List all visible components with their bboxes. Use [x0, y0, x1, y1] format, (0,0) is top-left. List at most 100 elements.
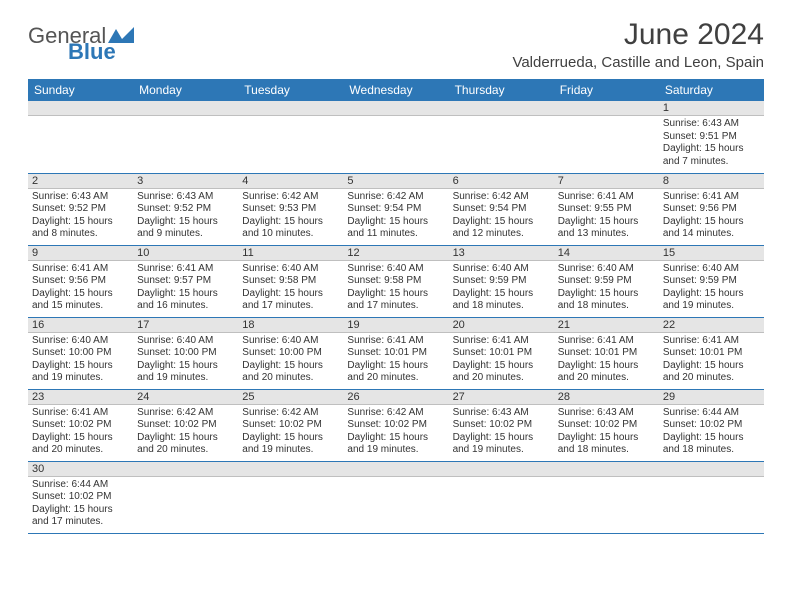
weekday-header: Friday [554, 79, 659, 101]
sunset-text: Sunset: 10:02 PM [453, 419, 550, 432]
calendar-cell: 28Sunrise: 6:43 AMSunset: 10:02 PMDaylig… [554, 389, 659, 461]
calendar-cell: 14Sunrise: 6:40 AMSunset: 9:59 PMDayligh… [554, 245, 659, 317]
day-number: 10 [133, 246, 238, 261]
day-details: Sunrise: 6:40 AMSunset: 10:00 PMDaylight… [28, 333, 133, 387]
calendar-cell: 18Sunrise: 6:40 AMSunset: 10:00 PMDaylig… [238, 317, 343, 389]
calendar-cell [238, 101, 343, 173]
calendar: Sunday Monday Tuesday Wednesday Thursday… [28, 79, 764, 534]
day-details [659, 477, 764, 481]
day-number: 16 [28, 318, 133, 333]
daylight-text: Daylight: 15 hours and 20 minutes. [558, 360, 655, 385]
day-details [133, 116, 238, 120]
daylight-text: Daylight: 15 hours and 14 minutes. [663, 216, 760, 241]
sunset-text: Sunset: 10:02 PM [663, 419, 760, 432]
sunset-text: Sunset: 10:01 PM [558, 347, 655, 360]
sunset-text: Sunset: 9:59 PM [453, 275, 550, 288]
sunrise-text: Sunrise: 6:44 AM [32, 479, 129, 492]
day-number: 17 [133, 318, 238, 333]
calendar-cell: 29 Sunrise: 6:44 AMSunset: 10:02 PMDaylig… [659, 389, 764, 461]
day-details [238, 116, 343, 120]
calendar-cell [133, 461, 238, 533]
daylight-text: Daylight: 15 hours and 17 minutes. [32, 504, 129, 529]
sunset-text: Sunset: 9:56 PM [663, 203, 760, 216]
sunset-text: Sunset: 10:01 PM [453, 347, 550, 360]
sunset-text: Sunset: 9:56 PM [32, 275, 129, 288]
calendar-cell: 7Sunrise: 6:41 AMSunset: 9:55 PMDaylight… [554, 173, 659, 245]
calendar-cell: 22Sunrise: 6:41 AMSunset: 10:01 PMDaylig… [659, 317, 764, 389]
daylight-text: Daylight: 15 hours and 20 minutes. [453, 360, 550, 385]
weekday-header: Sunday [28, 79, 133, 101]
daylight-text: Daylight: 15 hours and 20 minutes. [32, 432, 129, 457]
day-details: Sunrise: 6:42 AMSunset: 10:02 PMDaylight… [343, 405, 448, 459]
weekday-header: Saturday [659, 79, 764, 101]
calendar-cell [133, 101, 238, 173]
calendar-cell: 13Sunrise: 6:40 AMSunset: 9:59 PMDayligh… [449, 245, 554, 317]
sunrise-text: Sunrise: 6:40 AM [453, 263, 550, 276]
sunrise-text: Sunrise: 6:41 AM [32, 263, 129, 276]
calendar-cell [554, 101, 659, 173]
day-number: 18 [238, 318, 343, 333]
daylight-text: Daylight: 15 hours and 17 minutes. [347, 288, 444, 313]
sunset-text: Sunset: 9:58 PM [242, 275, 339, 288]
sunset-text: Sunset: 10:02 PM [242, 419, 339, 432]
calendar-cell: 6Sunrise: 6:42 AMSunset: 9:54 PMDaylight… [449, 173, 554, 245]
daylight-text: Daylight: 15 hours and 20 minutes. [663, 360, 760, 385]
day-details: Sunrise: 6:43 AMSunset: 9:52 PMDaylight:… [28, 189, 133, 243]
sunrise-text: Sunrise: 6:41 AM [558, 335, 655, 348]
calendar-cell: 19Sunrise: 6:41 AMSunset: 10:01 PMDaylig… [343, 317, 448, 389]
day-number [449, 462, 554, 477]
day-number: 30 [28, 462, 133, 477]
sunset-text: Sunset: 10:00 PM [242, 347, 339, 360]
day-number: 6 [449, 174, 554, 189]
sunrise-text: Sunrise: 6:41 AM [32, 407, 129, 420]
sunrise-text: Sunrise: 6:41 AM [663, 191, 760, 204]
day-number: 21 [554, 318, 659, 333]
day-details: Sunrise: 6:42 AMSunset: 10:02 PMDaylight… [238, 405, 343, 459]
sunset-text: Sunset: 9:58 PM [347, 275, 444, 288]
sunrise-text: Sunrise: 6:41 AM [453, 335, 550, 348]
daylight-text: Daylight: 15 hours and 7 minutes. [663, 143, 760, 168]
sunrise-text: Sunrise: 6:44 AM [663, 407, 760, 420]
calendar-cell [449, 461, 554, 533]
calendar-body: 1Sunrise: 6:43 AMSunset: 9:51 PMDaylight… [28, 101, 764, 533]
day-number: 29 [659, 390, 764, 405]
sunrise-text: Sunrise: 6:42 AM [137, 407, 234, 420]
calendar-cell: 20Sunrise: 6:41 AMSunset: 10:01 PMDaylig… [449, 317, 554, 389]
day-number: 22 [659, 318, 764, 333]
daylight-text: Daylight: 15 hours and 19 minutes. [347, 432, 444, 457]
day-details: Sunrise: 6:41 AMSunset: 10:01 PMDaylight… [659, 333, 764, 387]
day-details: Sunrise: 6:40 AMSunset: 10:00 PMDaylight… [238, 333, 343, 387]
day-number: 23 [28, 390, 133, 405]
daylight-text: Daylight: 15 hours and 18 minutes. [663, 432, 760, 457]
calendar-cell [238, 461, 343, 533]
daylight-text: Daylight: 15 hours and 15 minutes. [32, 288, 129, 313]
day-number: 15 [659, 246, 764, 261]
calendar-cell: 9Sunrise: 6:41 AMSunset: 9:56 PMDaylight… [28, 245, 133, 317]
day-number: 24 [133, 390, 238, 405]
day-details: Sunrise: 6:42 AMSunset: 9:54 PMDaylight:… [343, 189, 448, 243]
day-details: Sunrise: 6:42 AMSunset: 9:53 PMDaylight:… [238, 189, 343, 243]
sunset-text: Sunset: 10:00 PM [32, 347, 129, 360]
calendar-cell: 26Sunrise: 6:42 AMSunset: 10:02 PMDaylig… [343, 389, 448, 461]
calendar-cell: 5Sunrise: 6:42 AMSunset: 9:54 PMDaylight… [343, 173, 448, 245]
daylight-text: Daylight: 15 hours and 13 minutes. [558, 216, 655, 241]
day-number [554, 462, 659, 477]
sunset-text: Sunset: 10:02 PM [32, 491, 129, 504]
day-details: Sunrise: 6:42 AMSunset: 10:02 PMDaylight… [133, 405, 238, 459]
weekday-header: Wednesday [343, 79, 448, 101]
calendar-cell: 27Sunrise: 6:43 AMSunset: 10:02 PMDaylig… [449, 389, 554, 461]
calendar-cell: 17Sunrise: 6:40 AMSunset: 10:00 PMDaylig… [133, 317, 238, 389]
daylight-text: Daylight: 15 hours and 16 minutes. [137, 288, 234, 313]
day-details: Sunrise: 6:43 AMSunset: 9:52 PMDaylight:… [133, 189, 238, 243]
sunrise-text: Sunrise: 6:40 AM [347, 263, 444, 276]
sunset-text: Sunset: 9:55 PM [558, 203, 655, 216]
day-number [238, 462, 343, 477]
calendar-cell: 30 Sunrise: 6:44 AMSunset: 10:02 PMDaylig… [28, 461, 133, 533]
calendar-header: Sunday Monday Tuesday Wednesday Thursday… [28, 79, 764, 101]
calendar-cell: 24Sunrise: 6:42 AMSunset: 10:02 PMDaylig… [133, 389, 238, 461]
day-number: 1 [659, 101, 764, 116]
daylight-text: Daylight: 15 hours and 19 minutes. [242, 432, 339, 457]
daylight-text: Daylight: 15 hours and 17 minutes. [242, 288, 339, 313]
calendar-cell: 10Sunrise: 6:41 AMSunset: 9:57 PMDayligh… [133, 245, 238, 317]
sunrise-text: Sunrise: 6:40 AM [558, 263, 655, 276]
